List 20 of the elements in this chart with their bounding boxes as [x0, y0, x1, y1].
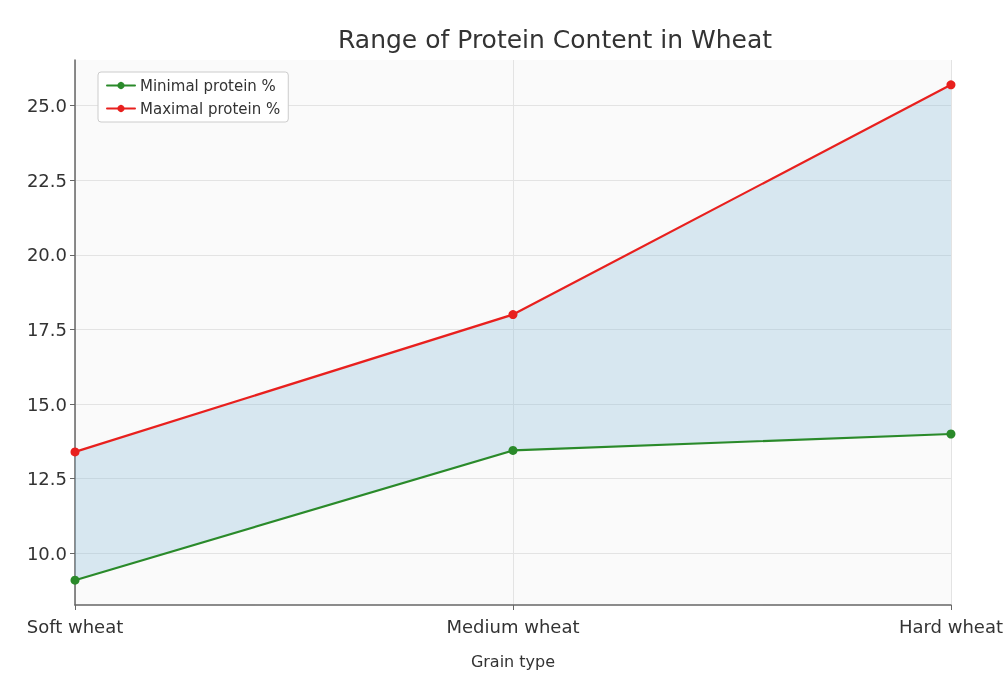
point [508, 445, 518, 455]
point [70, 447, 80, 457]
legend-label: Maximal protein % [140, 99, 281, 118]
x-tick-label: Hard wheat [898, 615, 1003, 637]
x-tick-label: Soft wheat [26, 615, 124, 637]
point [508, 310, 518, 320]
y-tick-label: 15.0 [26, 393, 67, 415]
point [946, 80, 956, 90]
point [946, 429, 956, 439]
y-tick-label: 12.5 [26, 468, 67, 490]
x-axis-title: Grain type [470, 651, 556, 671]
y-tick-label: 25.0 [26, 95, 67, 117]
point [70, 575, 80, 585]
legend-label: Minimal protein % [140, 76, 276, 95]
y-tick-label: 20.0 [26, 244, 67, 266]
y-tick-label: 10.0 [26, 542, 67, 564]
x-tick-label: Medium wheat [446, 615, 580, 637]
y-tick-label: 17.5 [26, 319, 67, 341]
chart-title: Range of Protein Content in Wheat [338, 25, 773, 54]
y-tick-label: 22.5 [26, 169, 67, 191]
